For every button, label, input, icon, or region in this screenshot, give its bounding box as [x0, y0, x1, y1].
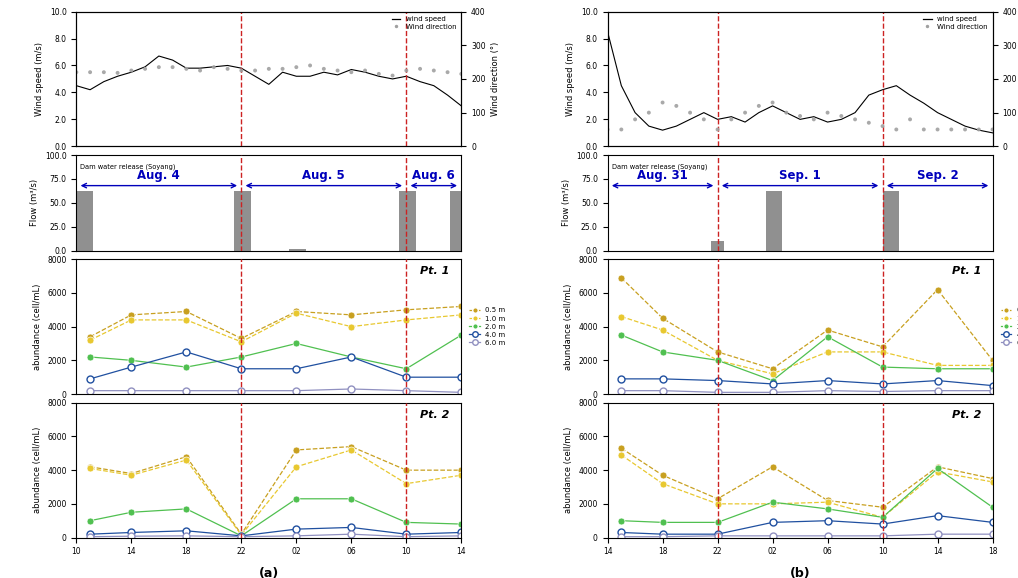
Point — [627, 115, 643, 124]
Point — [668, 101, 684, 110]
Point — [929, 125, 946, 134]
Text: Pt. 2: Pt. 2 — [952, 410, 981, 420]
Point — [984, 125, 1001, 134]
Point — [398, 66, 414, 75]
Y-axis label: Flow (m³/s): Flow (m³/s) — [31, 179, 40, 227]
Y-axis label: abundance (cell/mL): abundance (cell/mL) — [564, 283, 573, 370]
Y-axis label: Wind speed (m/s): Wind speed (m/s) — [566, 42, 575, 116]
Point — [343, 68, 359, 77]
Point — [737, 108, 753, 117]
Bar — [234, 191, 251, 250]
Bar — [399, 191, 416, 250]
Point — [151, 62, 167, 72]
Y-axis label: Wind speed (m/s): Wind speed (m/s) — [36, 42, 44, 116]
Text: Aug. 6: Aug. 6 — [412, 169, 455, 182]
Text: Sep. 2: Sep. 2 — [916, 169, 958, 182]
Point — [68, 68, 84, 77]
Bar — [289, 249, 306, 250]
Point — [316, 64, 332, 73]
Point — [371, 69, 387, 79]
Point — [957, 125, 973, 134]
Y-axis label: abundance (cell/mL): abundance (cell/mL) — [564, 427, 573, 513]
Point — [453, 69, 469, 79]
Point — [165, 62, 181, 72]
Point — [902, 115, 918, 124]
Point — [613, 125, 629, 134]
Text: (b): (b) — [790, 567, 810, 578]
Point — [970, 125, 986, 134]
Point — [888, 125, 904, 134]
Text: Aug. 31: Aug. 31 — [637, 169, 688, 182]
Point — [426, 66, 442, 75]
Point — [915, 125, 931, 134]
Text: Pt. 1: Pt. 1 — [420, 266, 450, 276]
Legend: wind speed, Wind direction: wind speed, Wind direction — [921, 15, 989, 31]
Point — [778, 108, 794, 117]
Point — [750, 101, 767, 110]
Text: Aug. 5: Aug. 5 — [302, 169, 345, 182]
Point — [833, 112, 849, 121]
Point — [288, 62, 304, 72]
Point — [385, 71, 401, 80]
Point — [765, 98, 781, 107]
Point — [220, 64, 236, 73]
Y-axis label: abundance (cell/mL): abundance (cell/mL) — [33, 427, 42, 513]
Point — [860, 118, 876, 127]
Point — [357, 66, 374, 75]
Point — [330, 66, 346, 75]
Point — [640, 108, 657, 117]
Legend: 0.5 m, 1.0 m, 2.0 m, 4.0 m, 6.0 m: 0.5 m, 1.0 m, 2.0 m, 4.0 m, 6.0 m — [1000, 307, 1018, 347]
Point — [847, 115, 863, 124]
Point — [261, 64, 277, 73]
Text: (a): (a) — [259, 567, 279, 578]
Text: Aug. 4: Aug. 4 — [137, 169, 180, 182]
Point — [805, 115, 822, 124]
Point — [440, 68, 456, 77]
Point — [655, 98, 671, 107]
Point — [123, 66, 139, 75]
Point — [600, 125, 616, 134]
Point — [710, 125, 726, 134]
Y-axis label: Flow (m³/s): Flow (m³/s) — [562, 179, 570, 227]
Bar — [883, 191, 899, 250]
Point — [110, 68, 126, 77]
Text: Pt. 2: Pt. 2 — [420, 410, 450, 420]
Point — [275, 64, 291, 73]
Bar — [76, 191, 93, 250]
Y-axis label: abundance (cell/mL): abundance (cell/mL) — [33, 283, 42, 370]
Point — [695, 115, 712, 124]
Text: Pt. 1: Pt. 1 — [952, 266, 981, 276]
Bar — [450, 191, 467, 250]
Point — [233, 66, 249, 75]
Point — [178, 64, 194, 73]
Text: Dam water release (Soyang): Dam water release (Soyang) — [612, 164, 708, 170]
Point — [412, 64, 429, 73]
Point — [82, 68, 99, 77]
Legend: 0.5 m, 1.0 m, 2.0 m, 4.0 m, 6.0 m: 0.5 m, 1.0 m, 2.0 m, 4.0 m, 6.0 m — [468, 307, 506, 347]
Text: Sep. 1: Sep. 1 — [779, 169, 821, 182]
Point — [192, 66, 209, 75]
Point — [302, 61, 319, 70]
Point — [723, 115, 739, 124]
Point — [247, 66, 264, 75]
Point — [137, 64, 154, 73]
Point — [96, 68, 112, 77]
Point — [819, 108, 836, 117]
Y-axis label: Wind direction (°): Wind direction (°) — [492, 42, 500, 116]
Point — [792, 112, 808, 121]
Point — [682, 108, 698, 117]
Point — [206, 62, 222, 72]
Point — [874, 121, 891, 131]
Text: Dam water release (Soyang): Dam water release (Soyang) — [80, 164, 176, 170]
Point — [943, 125, 959, 134]
Legend: wind speed, Wind direction: wind speed, Wind direction — [391, 15, 458, 31]
Bar — [766, 191, 782, 250]
Bar — [711, 241, 725, 250]
